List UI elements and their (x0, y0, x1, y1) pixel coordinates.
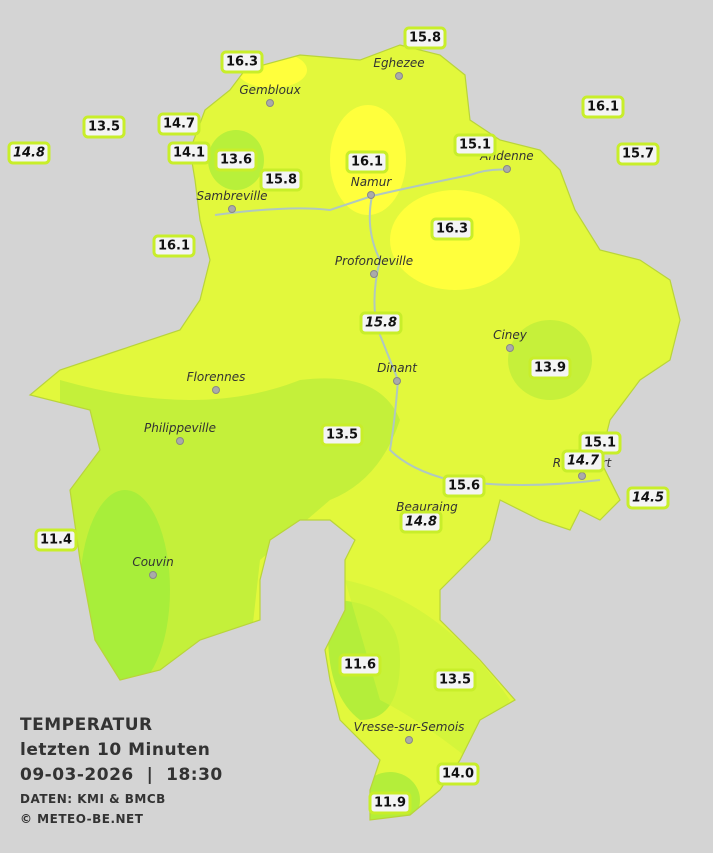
town-dot (228, 205, 236, 213)
town-dot (212, 386, 220, 394)
station-box (430, 217, 474, 241)
station-box (453, 133, 497, 157)
town-dot (503, 165, 511, 173)
station-value: 15.8 (365, 316, 397, 331)
station-box (626, 486, 670, 510)
station-value: 14.8 (405, 515, 437, 530)
station-box (616, 142, 660, 166)
station-value: 16.1 (587, 100, 619, 115)
station-value: 14.8 (13, 146, 45, 161)
station-box (157, 112, 201, 136)
station-value: 14.1 (173, 146, 205, 161)
station-box (359, 311, 403, 335)
station-box (436, 762, 480, 786)
station-value: 15.8 (409, 31, 441, 46)
station-value: 15.1 (459, 138, 491, 153)
station-box (368, 791, 412, 815)
town-label: Namur (351, 175, 393, 189)
town-label: Eghezee (373, 56, 424, 70)
station-value: 11.4 (40, 533, 72, 548)
station-value: 11.6 (344, 658, 376, 673)
station-box (338, 653, 382, 677)
town-label: Vresse-sur-Semois (354, 720, 465, 734)
station-box (152, 234, 196, 258)
legend-title: TEMPERATUR (20, 715, 153, 735)
station-value: 11.9 (374, 796, 406, 811)
legend-period: letzten 10 Minuten (20, 740, 210, 760)
station-box (433, 668, 477, 692)
town-label: Profondeville (335, 254, 413, 268)
town-dot (506, 344, 514, 352)
station-value: 15.1 (584, 436, 616, 451)
station-value: 15.6 (448, 479, 480, 494)
station-box (7, 141, 51, 165)
town-label: Couvin (132, 555, 173, 569)
station-value: 14.7 (163, 117, 195, 132)
station-box (167, 141, 211, 165)
town-dot (393, 377, 401, 385)
station-value: 15.8 (265, 173, 297, 188)
station-value: 13.6 (220, 153, 252, 168)
station-value: 13.5 (88, 120, 120, 135)
town-dot (367, 191, 375, 199)
station-value: 13.5 (326, 428, 358, 443)
town-dot (176, 437, 184, 445)
town-label: Philippeville (144, 421, 216, 435)
station-value: 13.5 (439, 673, 471, 688)
town-dot (405, 736, 413, 744)
station-value: 14.5 (632, 491, 664, 506)
station-box (345, 150, 389, 174)
legend-source: DATEN: KMI & BMCB (20, 792, 166, 806)
town-dot (370, 270, 378, 278)
station-box (34, 528, 78, 552)
town-dot (266, 99, 274, 107)
station-box (442, 474, 486, 498)
town-label: Sambreville (196, 189, 267, 203)
town-dot (149, 571, 157, 579)
station-value: 14.7 (567, 454, 600, 469)
station-value: 15.7 (622, 147, 654, 162)
legend-datetime: 09-03-2026 | 18:30 (20, 765, 223, 785)
station-value: 14.0 (442, 767, 474, 782)
town-label: Ciney (493, 328, 528, 342)
station-box (561, 449, 605, 473)
station-box (403, 26, 447, 50)
station-box (220, 50, 264, 74)
station-value: 16.1 (351, 155, 383, 170)
town-label: Dinant (377, 361, 418, 375)
station-box (82, 115, 126, 139)
station-box (581, 95, 625, 119)
town-label: Florennes (187, 370, 246, 384)
station-box (259, 168, 303, 192)
station-value: 16.3 (436, 222, 468, 237)
station-value: 16.1 (158, 239, 190, 254)
town-dot (395, 72, 403, 80)
station-box (399, 510, 443, 534)
station-value: 13.9 (534, 361, 566, 376)
station-box (528, 356, 572, 380)
station-box (214, 148, 258, 172)
town-dot (578, 472, 586, 480)
legend-copyright: © METEO-BE.NET (20, 812, 144, 826)
town-label: Gembloux (239, 83, 301, 97)
station-box (320, 423, 364, 447)
station-value: 16.3 (226, 55, 258, 70)
